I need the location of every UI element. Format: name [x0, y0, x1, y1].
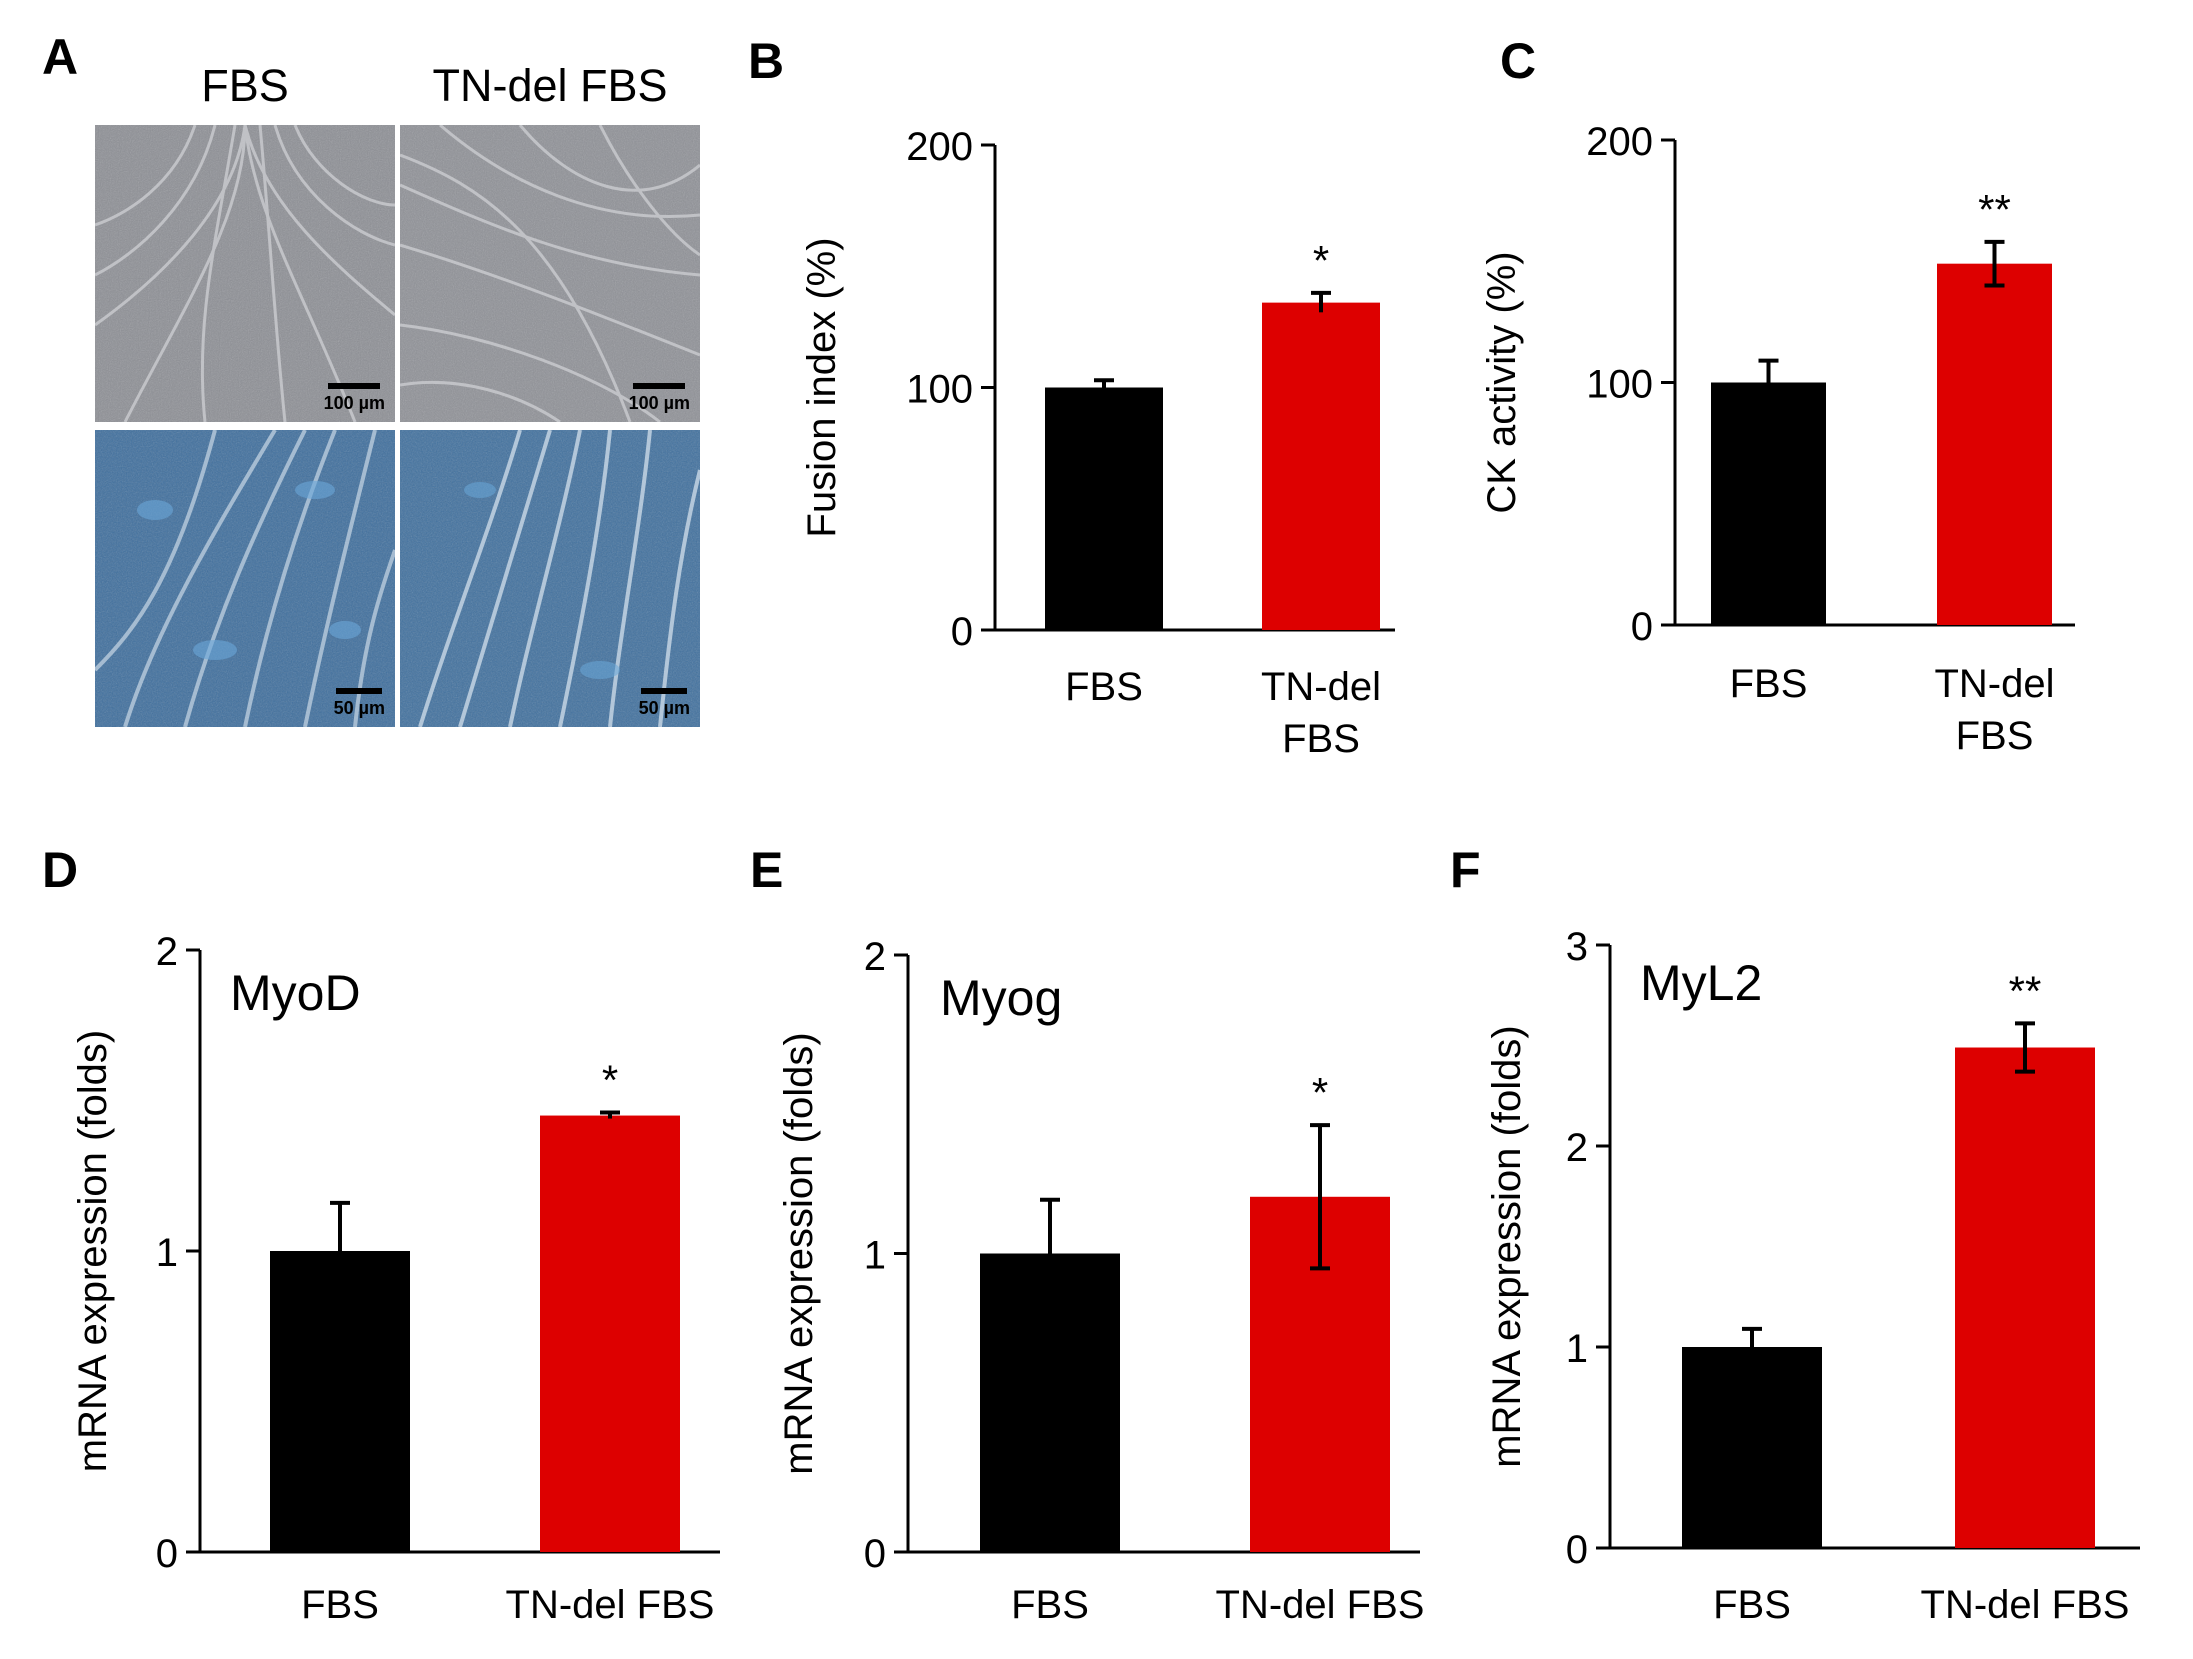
scale-bar-100um: 100 µm	[629, 383, 690, 414]
bar-c-0	[1711, 382, 1826, 625]
bar-b-0	[1045, 387, 1163, 630]
y-axis-label-f: mRNA expression (folds)	[1485, 1025, 1529, 1467]
y-tick-label-f: 0	[1566, 1528, 1588, 1572]
y-tick-label-f: 3	[1566, 925, 1588, 969]
panel-letter-e: E	[750, 842, 783, 898]
bar-f-1	[1955, 1047, 2095, 1548]
bar-c-1	[1937, 263, 2052, 625]
micrograph-fbs-brightfield: 100 µm	[95, 125, 395, 422]
chart-title-f: MyL2	[1640, 955, 1762, 1011]
category-label-b-1: FBS	[1282, 717, 1360, 761]
bar-b-1	[1262, 302, 1380, 630]
panel-letter-c: C	[1500, 33, 1536, 89]
y-tick-label-d: 0	[156, 1532, 178, 1576]
scale-bar-100um: 100 µm	[324, 383, 385, 414]
y-tick-label-c: 200	[1586, 120, 1653, 164]
panel-letter-d: D	[42, 842, 78, 898]
micrograph-fbs-stained: 50 µm	[95, 430, 395, 727]
category-label-f-0: FBS	[1713, 1583, 1791, 1627]
y-axis-label-b: Fusion index (%)	[800, 237, 844, 537]
significance-b-1: *	[1313, 237, 1329, 284]
y-axis-label-d: mRNA expression (folds)	[71, 1030, 115, 1472]
scale-bar-50um: 50 µm	[639, 688, 690, 719]
y-tick-label-b: 100	[906, 368, 973, 412]
panel-letter-b: B	[748, 33, 784, 89]
y-tick-label-e: 2	[864, 935, 886, 979]
category-label-b-1: TN-del	[1261, 665, 1381, 709]
bar-f-0	[1682, 1347, 1822, 1548]
category-label-f-1: TN-del FBS	[1921, 1583, 2130, 1627]
category-label-c-0: FBS	[1730, 662, 1808, 706]
y-tick-label-d: 1	[156, 1231, 178, 1275]
significance-f-1: **	[2009, 967, 2042, 1014]
y-tick-label-c: 0	[1631, 605, 1653, 649]
category-label-d-1: TN-del FBS	[506, 1583, 715, 1627]
category-label-d-0: FBS	[301, 1583, 379, 1627]
micrograph-tn-del-fbs-brightfield: 100 µm	[400, 125, 700, 422]
significance-d-1: *	[602, 1057, 618, 1104]
category-label-c-1: TN-del	[1934, 662, 2054, 706]
significance-e-1: *	[1312, 1069, 1328, 1116]
y-axis-label-e: mRNA expression (folds)	[777, 1032, 821, 1474]
category-label-e-1: TN-del FBS	[1216, 1583, 1425, 1627]
panel-letter-f: F	[1450, 842, 1481, 898]
y-tick-label-b: 0	[951, 610, 973, 654]
y-tick-label-e: 0	[864, 1532, 886, 1576]
y-tick-label-e: 1	[864, 1234, 886, 1278]
chart-title-d: MyoD	[230, 965, 361, 1021]
y-tick-label-c: 100	[1586, 363, 1653, 407]
scale-bar-50um: 50 µm	[334, 688, 385, 719]
y-axis-label-c: CK activity (%)	[1480, 251, 1524, 513]
y-tick-label-f: 2	[1566, 1126, 1588, 1170]
y-tick-label-f: 1	[1566, 1327, 1588, 1371]
micrograph-tn-del-fbs-stained: 50 µm	[400, 430, 700, 727]
y-tick-label-d: 2	[156, 930, 178, 974]
panel-letter-a: A	[42, 29, 79, 85]
bar-d-0	[270, 1251, 410, 1552]
category-label-e-0: FBS	[1011, 1583, 1089, 1627]
micro-col-label-tn-del-fbs: TN-del FBS	[432, 60, 668, 111]
category-label-c-1: FBS	[1956, 714, 2034, 758]
micro-col-label-fbs: FBS	[201, 60, 289, 111]
bar-d-1	[540, 1115, 680, 1552]
significance-c-1: **	[1978, 186, 2011, 233]
category-label-b-0: FBS	[1065, 665, 1143, 709]
y-tick-label-b: 200	[906, 125, 973, 169]
chart-title-e: Myog	[940, 970, 1062, 1026]
